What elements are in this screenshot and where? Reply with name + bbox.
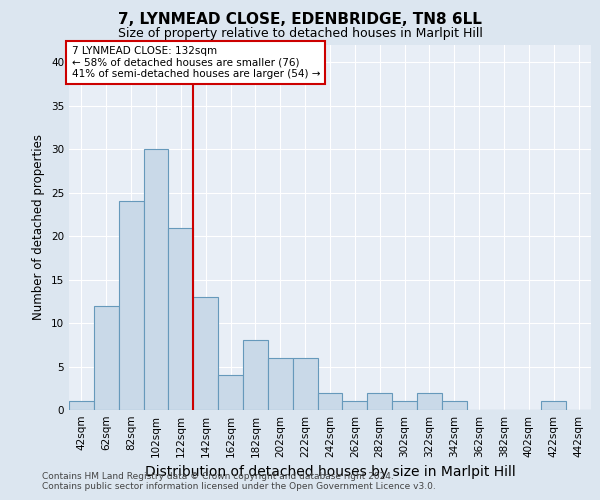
Bar (119, 202, 143, 410)
Bar (169, 228, 193, 410)
Bar (143, 150, 169, 410)
Bar (317, 392, 343, 410)
Text: Contains HM Land Registry data © Crown copyright and database right 2024.: Contains HM Land Registry data © Crown c… (42, 472, 394, 481)
Y-axis label: Number of detached properties: Number of detached properties (32, 134, 46, 320)
Bar (243, 340, 268, 410)
Bar (218, 375, 243, 410)
Bar (367, 392, 392, 410)
Bar (417, 392, 442, 410)
Text: Contains public sector information licensed under the Open Government Licence v3: Contains public sector information licen… (42, 482, 436, 491)
X-axis label: Distribution of detached houses by size in Marlpit Hill: Distribution of detached houses by size … (145, 466, 515, 479)
Bar (392, 402, 417, 410)
Text: 7, LYNMEAD CLOSE, EDENBRIDGE, TN8 6LL: 7, LYNMEAD CLOSE, EDENBRIDGE, TN8 6LL (118, 12, 482, 28)
Bar (94, 306, 119, 410)
Bar (442, 402, 467, 410)
Text: Size of property relative to detached houses in Marlpit Hill: Size of property relative to detached ho… (118, 28, 482, 40)
Bar (541, 402, 566, 410)
Text: 7 LYNMEAD CLOSE: 132sqm
← 58% of detached houses are smaller (76)
41% of semi-de: 7 LYNMEAD CLOSE: 132sqm ← 58% of detache… (71, 46, 320, 79)
Bar (193, 297, 218, 410)
Bar (343, 402, 367, 410)
Bar (69, 402, 94, 410)
Bar (293, 358, 317, 410)
Bar (268, 358, 293, 410)
